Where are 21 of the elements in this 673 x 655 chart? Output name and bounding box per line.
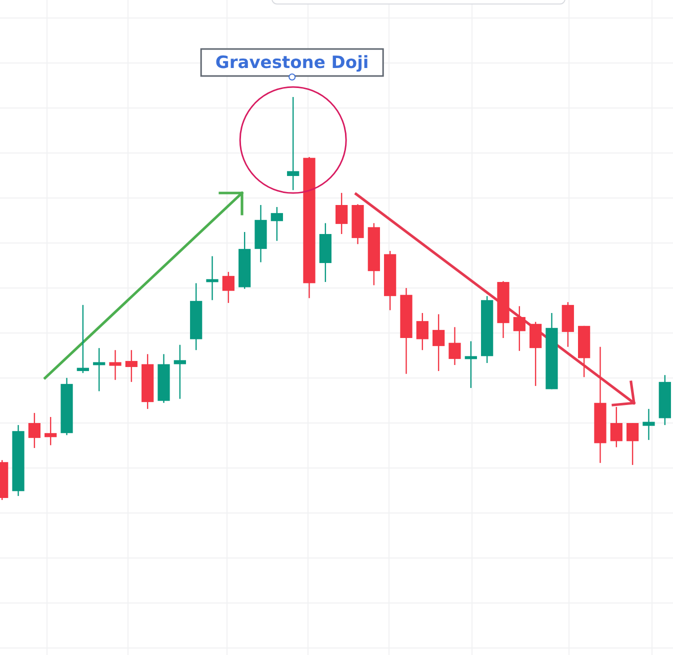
candlestick [222, 271, 234, 304]
candlestick [336, 192, 348, 235]
candlestick [464, 340, 477, 389]
candlestick [448, 326, 461, 366]
candlestick [270, 206, 283, 242]
candlestick [93, 347, 106, 392]
candlestick [174, 344, 186, 400]
candlestick [28, 412, 40, 449]
candlestick [125, 349, 138, 383]
candlestick [76, 304, 89, 374]
candlestick [432, 314, 445, 372]
candlestick [626, 422, 639, 466]
candlestick [513, 306, 526, 352]
candlestick [206, 256, 218, 301]
candlestick [109, 349, 122, 381]
candlestick [416, 312, 428, 351]
candlestick [44, 416, 57, 446]
candlestick [287, 96, 300, 191]
candlestick [610, 406, 622, 448]
text: Gravestone Doji [215, 53, 369, 73]
candlestick [642, 408, 655, 441]
